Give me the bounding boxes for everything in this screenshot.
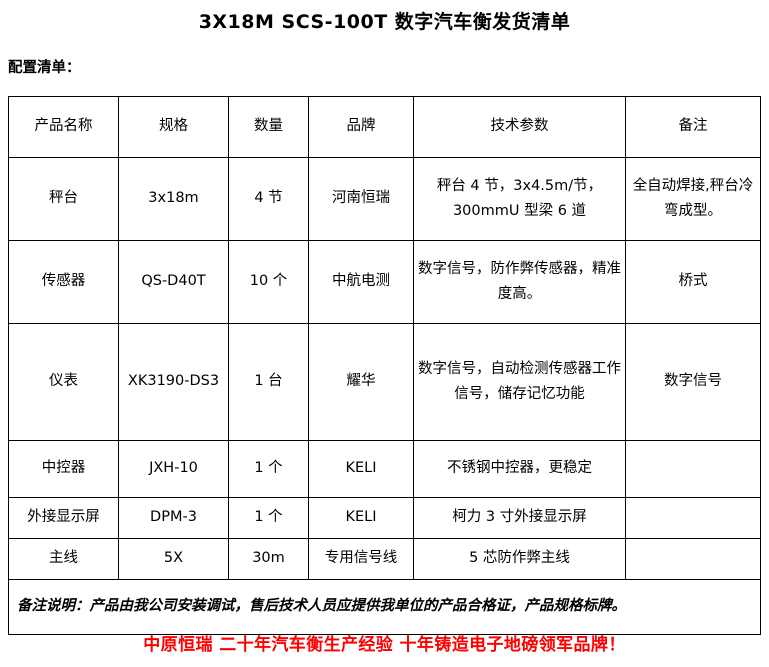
- cell-technical-parameters: 柯力 3 寸外接显示屏: [413, 497, 626, 540]
- cell-brand: 耀华: [308, 323, 414, 442]
- column-header-brand: 品牌: [308, 96, 414, 159]
- cell-remarks: 桥式: [625, 240, 761, 325]
- specification-table: 产品名称 规格 数量 品牌 技术参数 备注 秤台 3x18m 4 节 河南恒瑞 …: [8, 96, 761, 636]
- cell-technical-parameters: 不锈钢中控器，更稳定: [413, 440, 626, 499]
- cell-quantity: 1 个: [228, 497, 309, 540]
- cell-specification: XK3190-DS3: [118, 323, 229, 442]
- cell-product-name: 外接显示屏: [8, 497, 119, 540]
- page-title: 3X18M SCS-100T 数字汽车衡发货清单: [198, 11, 571, 33]
- column-header-technical-parameters: 技术参数: [413, 96, 626, 159]
- cell-quantity: 10 个: [228, 240, 309, 325]
- cell-brand: 河南恒瑞: [308, 157, 414, 242]
- cell-remarks: 全自动焊接,秤台冷弯成型。: [625, 157, 761, 242]
- cell-product-name: 仪表: [8, 323, 119, 442]
- table-row: 中控器 JXH-10 1 个 KELI 不锈钢中控器，更稳定: [8, 440, 761, 499]
- cell-remarks: [625, 440, 761, 499]
- cell-specification: 5X: [118, 538, 229, 581]
- cell-remarks: [625, 497, 761, 540]
- cell-remarks: [625, 538, 761, 581]
- column-header-product-name: 产品名称: [8, 96, 119, 159]
- column-header-quantity: 数量: [228, 96, 309, 159]
- table-body: 秤台 3x18m 4 节 河南恒瑞 秤台 4 节，3x4.5m/节，300mmU…: [8, 157, 761, 636]
- section-subtitle: 配置清单：: [8, 59, 81, 76]
- table-header-row: 产品名称 规格 数量 品牌 技术参数 备注: [8, 96, 761, 159]
- cell-brand: KELI: [308, 440, 414, 499]
- table-row: 主线 5X 30m 专用信号线 5 芯防作弊主线: [8, 538, 761, 581]
- table-row: 仪表 XK3190-DS3 1 台 耀华 数字信号，自动检测传感器工作信号，储存…: [8, 323, 761, 442]
- cell-specification: DPM-3: [118, 497, 229, 540]
- cell-technical-parameters: 5 芯防作弊主线: [413, 538, 626, 581]
- cell-brand: 中航电测: [308, 240, 414, 325]
- cell-product-name: 秤台: [8, 157, 119, 242]
- cell-specification: 3x18m: [118, 157, 229, 242]
- cell-brand: 专用信号线: [308, 538, 414, 581]
- cell-technical-parameters: 秤台 4 节，3x4.5m/节，300mmU 型梁 6 道: [413, 157, 626, 242]
- cell-quantity: 30m: [228, 538, 309, 581]
- table-row: 秤台 3x18m 4 节 河南恒瑞 秤台 4 节，3x4.5m/节，300mmU…: [8, 157, 761, 242]
- cell-product-name: 传感器: [8, 240, 119, 325]
- cell-specification: QS-D40T: [118, 240, 229, 325]
- cell-product-name: 主线: [8, 538, 119, 581]
- cell-technical-parameters: 数字信号，自动检测传感器工作信号，储存记忆功能: [413, 323, 626, 442]
- cell-quantity: 1 个: [228, 440, 309, 499]
- cell-footnote: 备注说明：产品由我公司安装调试，售后技术人员应提供我单位的产品合格证，产品规格标…: [8, 579, 761, 636]
- cell-quantity: 4 节: [228, 157, 309, 242]
- cell-remarks: 数字信号: [625, 323, 761, 442]
- cell-quantity: 1 台: [228, 323, 309, 442]
- cell-brand: KELI: [308, 497, 414, 540]
- column-header-specification: 规格: [118, 96, 229, 159]
- table-row: 外接显示屏 DPM-3 1 个 KELI 柯力 3 寸外接显示屏: [8, 497, 761, 540]
- cell-technical-parameters: 数字信号，防作弊传感器，精准度高。: [413, 240, 626, 325]
- cell-specification: JXH-10: [118, 440, 229, 499]
- table-header: 产品名称 规格 数量 品牌 技术参数 备注: [8, 96, 761, 159]
- company-slogan: 中原恒瑞 二十年汽车衡生产经验 十年铸造电子地磅领军品牌！: [143, 635, 626, 655]
- cell-product-name: 中控器: [8, 440, 119, 499]
- table-row: 传感器 QS-D40T 10 个 中航电测 数字信号，防作弊传感器，精准度高。 …: [8, 240, 761, 325]
- table-footnote-row: 备注说明：产品由我公司安装调试，售后技术人员应提供我单位的产品合格证，产品规格标…: [8, 579, 761, 636]
- column-header-remarks: 备注: [625, 96, 761, 159]
